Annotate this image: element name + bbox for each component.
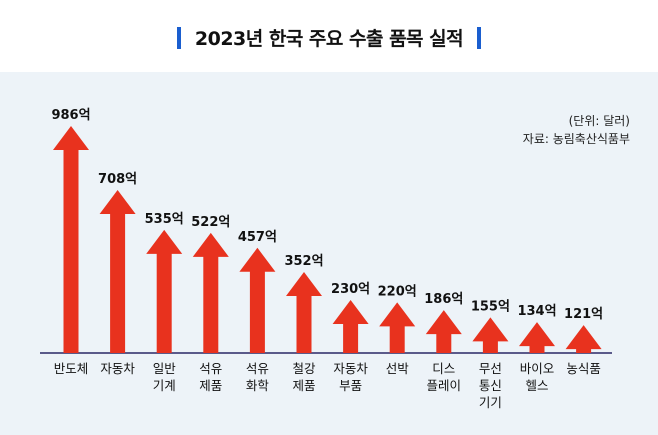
category-label-10-1: 헬스 bbox=[525, 378, 548, 393]
bar-arrow-2 bbox=[146, 229, 183, 353]
bar-arrow-0 bbox=[53, 126, 89, 353]
category-label-9-2: 기기 bbox=[479, 395, 502, 410]
unit-note: (단위: 달러) bbox=[568, 114, 630, 128]
category-label-3-0: 석유 bbox=[199, 361, 222, 376]
category-label-5-0: 철강 bbox=[292, 361, 316, 376]
bar-arrow-4 bbox=[239, 247, 276, 353]
bar-arrow-6 bbox=[332, 300, 369, 353]
bar-value-label-7: 220억 bbox=[378, 284, 417, 299]
title-accent-right bbox=[477, 26, 482, 49]
bar-value-label-11: 121억 bbox=[564, 307, 603, 322]
category-label-8-0: 디스 bbox=[432, 361, 455, 376]
bar-value-label-4: 457억 bbox=[238, 230, 277, 245]
bar-value-label-6: 230억 bbox=[331, 282, 370, 297]
category-label-9-0: 무선 bbox=[479, 361, 502, 376]
bar-arrow-7 bbox=[379, 302, 416, 353]
category-label-9-1: 통신 bbox=[479, 378, 502, 393]
bar-value-label-10: 134억 bbox=[517, 304, 556, 319]
bar-value-label-1: 708억 bbox=[98, 172, 137, 187]
bar-value-label-0: 986억 bbox=[51, 108, 90, 123]
bar-arrow-11 bbox=[565, 325, 602, 353]
category-label-7-0: 선박 bbox=[386, 361, 410, 376]
category-label-2-0: 일반 bbox=[153, 361, 177, 376]
category-label-1-0: 자동차 bbox=[100, 361, 135, 376]
bar-value-label-9: 155억 bbox=[471, 299, 510, 314]
category-label-5-1: 제품 bbox=[292, 378, 315, 393]
category-label-2-1: 기계 bbox=[153, 378, 176, 393]
category-label-0-0: 반도체 bbox=[54, 361, 89, 376]
chart-panel bbox=[0, 72, 658, 435]
category-label-11-0: 농식품 bbox=[566, 361, 601, 376]
category-label-10-0: 바이오 bbox=[520, 361, 555, 376]
bar-arrow-5 bbox=[286, 271, 322, 353]
title-wrap: 2023년 한국 주요 수출 품목 실적 bbox=[0, 24, 658, 51]
chart-notes: (단위: 달러) 자료: 농림축산식품부 bbox=[523, 112, 630, 148]
bar-value-label-8: 186억 bbox=[424, 292, 463, 307]
category-label-4-1: 화학 bbox=[246, 378, 270, 393]
category-label-4-0: 석유 bbox=[246, 361, 269, 376]
category-label-6-0: 자동차 bbox=[333, 361, 368, 376]
title-accent-left bbox=[176, 26, 181, 49]
title-bar: 2023년 한국 주요 수출 품목 실적 bbox=[0, 0, 658, 72]
category-label-8-1: 플레이 bbox=[427, 378, 462, 393]
bar-arrow-10 bbox=[519, 322, 555, 353]
bar-arrow-1 bbox=[99, 190, 136, 353]
chart-title: 2023년 한국 주요 수출 품목 실적 bbox=[194, 28, 464, 50]
bar-value-label-2: 535억 bbox=[145, 212, 184, 227]
bar-value-label-3: 522억 bbox=[191, 215, 230, 230]
bar-arrow-3 bbox=[192, 232, 229, 353]
bar-arrow-9 bbox=[472, 317, 509, 353]
category-label-6-1: 부품 bbox=[339, 378, 362, 393]
source-note: 자료: 농림축산식품부 bbox=[522, 132, 630, 146]
bar-arrow-8 bbox=[425, 310, 462, 353]
category-label-3-1: 제품 bbox=[199, 378, 222, 393]
bar-value-label-5: 352억 bbox=[284, 254, 323, 269]
